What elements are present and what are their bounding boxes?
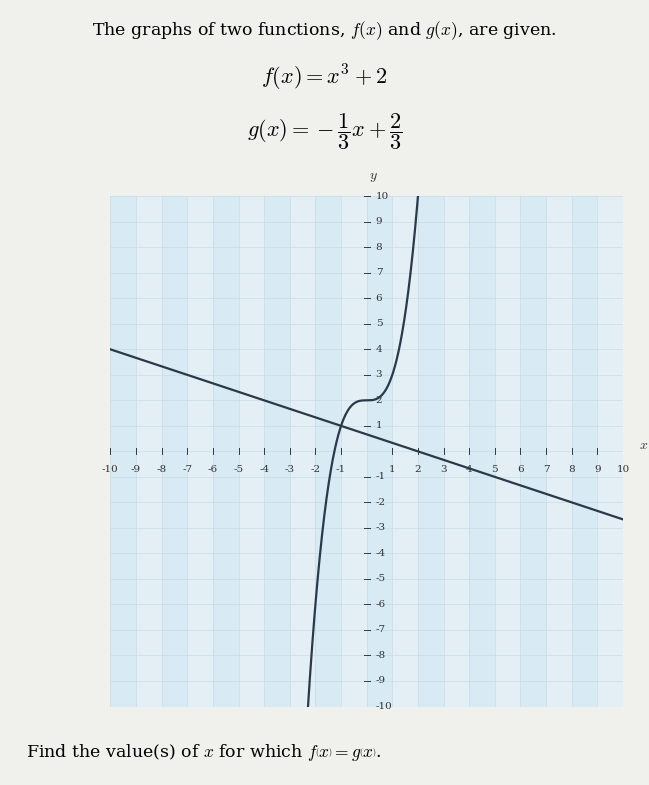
Text: -8: -8	[376, 651, 386, 660]
Bar	[444, 196, 469, 706]
Bar	[290, 196, 315, 706]
Text: -4: -4	[259, 466, 269, 474]
Bar	[367, 196, 392, 706]
Text: 10: 10	[376, 192, 389, 201]
Text: 6: 6	[517, 466, 524, 474]
Text: 5: 5	[491, 466, 498, 474]
Text: The graphs of two functions, $f(x)$ and $g(x)$, are given.: The graphs of two functions, $f(x)$ and …	[92, 20, 557, 42]
Bar	[188, 196, 213, 706]
Bar	[598, 196, 623, 706]
Text: -9: -9	[131, 466, 141, 474]
Text: $y$: $y$	[369, 170, 378, 184]
Text: $x$: $x$	[639, 438, 648, 452]
Text: -10: -10	[376, 702, 393, 711]
Text: 2: 2	[376, 396, 382, 405]
Text: -5: -5	[234, 466, 243, 474]
Text: 7: 7	[543, 466, 550, 474]
Bar	[418, 196, 444, 706]
Text: 1: 1	[376, 422, 382, 430]
Text: 1: 1	[389, 466, 396, 474]
Text: -1: -1	[336, 466, 346, 474]
Text: -6: -6	[376, 600, 386, 609]
Bar	[264, 196, 289, 706]
Text: 9: 9	[376, 217, 382, 226]
Bar	[469, 196, 495, 706]
Bar	[572, 196, 598, 706]
Bar	[136, 196, 162, 706]
Text: 6: 6	[376, 294, 382, 303]
Bar	[162, 196, 188, 706]
Bar	[341, 196, 367, 706]
Text: -1: -1	[376, 473, 386, 481]
Text: 8: 8	[376, 243, 382, 252]
Text: 4: 4	[376, 345, 382, 354]
Text: 7: 7	[376, 268, 382, 277]
Text: -5: -5	[376, 575, 386, 583]
Text: 8: 8	[569, 466, 575, 474]
Text: $f(x) = x^3 + 2$: $f(x) = x^3 + 2$	[262, 63, 387, 93]
Bar	[239, 196, 264, 706]
Bar	[520, 196, 546, 706]
Text: -3: -3	[285, 466, 295, 474]
Bar	[110, 196, 136, 706]
Text: $g(x) = -\dfrac{1}{3}x + \dfrac{2}{3}$: $g(x) = -\dfrac{1}{3}x + \dfrac{2}{3}$	[247, 111, 402, 152]
Text: -10: -10	[102, 466, 119, 474]
Text: -6: -6	[208, 466, 218, 474]
Text: 3: 3	[440, 466, 447, 474]
Text: -7: -7	[376, 626, 386, 634]
Text: -2: -2	[376, 498, 386, 507]
Text: 10: 10	[617, 466, 630, 474]
Bar	[315, 196, 341, 706]
Text: 3: 3	[376, 371, 382, 379]
Text: -2: -2	[310, 466, 321, 474]
Text: -4: -4	[376, 549, 386, 558]
Bar	[392, 196, 418, 706]
Text: -7: -7	[182, 466, 192, 474]
Bar	[495, 196, 520, 706]
Text: 9: 9	[594, 466, 601, 474]
Bar	[213, 196, 239, 706]
Text: -3: -3	[376, 524, 386, 532]
Text: 2: 2	[415, 466, 421, 474]
Text: -8: -8	[156, 466, 167, 474]
Text: 5: 5	[376, 319, 382, 328]
Text: -9: -9	[376, 677, 386, 685]
Text: 4: 4	[466, 466, 472, 474]
Text: Find the value(s) of $x$ for which $f\left(x\right) = g\left(x\right)$.: Find the value(s) of $x$ for which $f\le…	[26, 742, 381, 763]
Bar	[546, 196, 572, 706]
